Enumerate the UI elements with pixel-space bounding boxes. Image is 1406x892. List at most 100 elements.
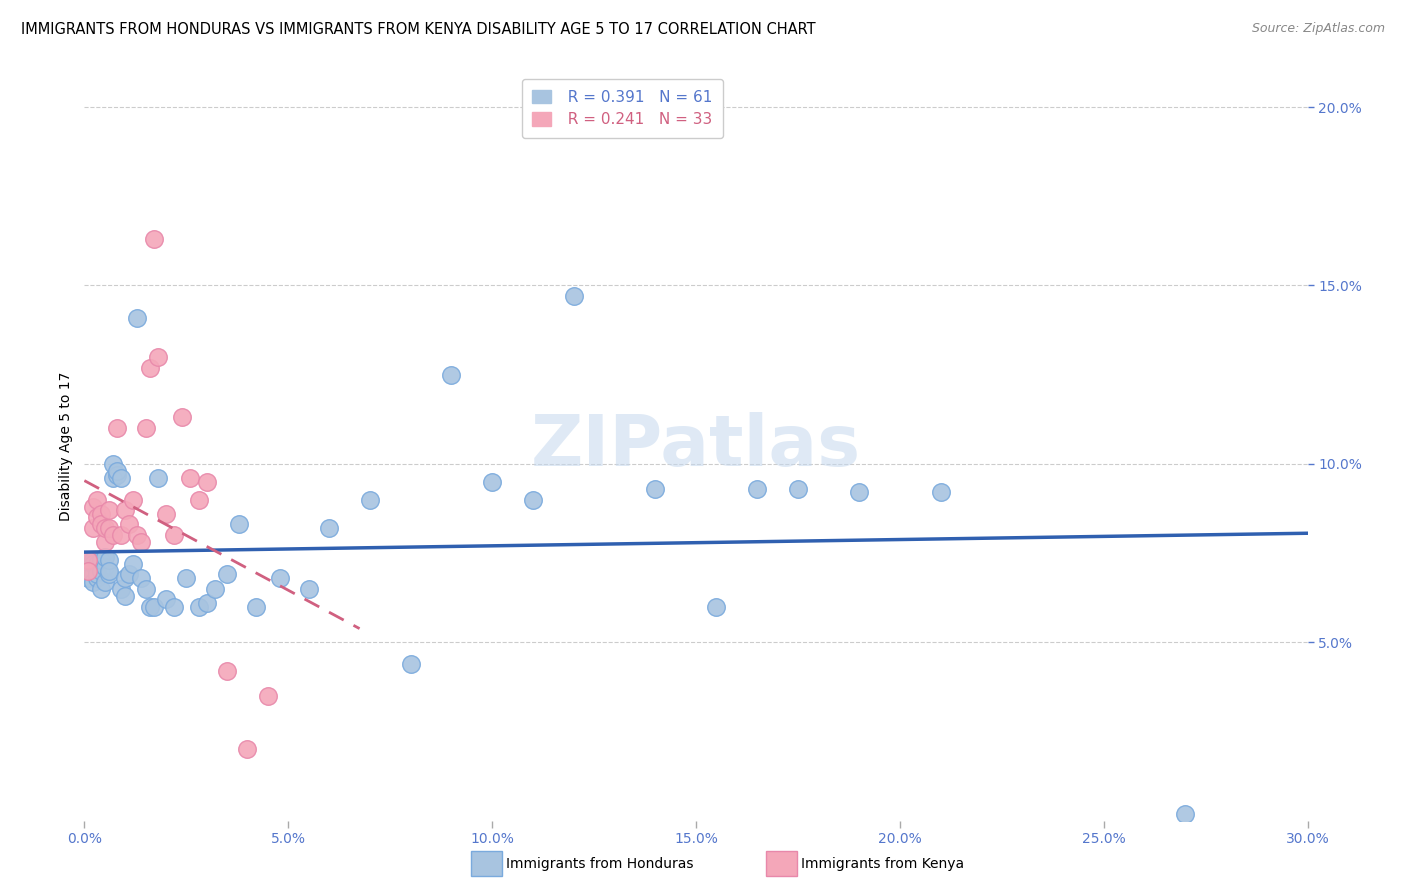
Point: [101, 457, 124, 471]
Point: [245, 599, 267, 614]
Point: [93, 535, 115, 549]
Point: [929, 485, 952, 500]
Point: [146, 471, 169, 485]
Point: [174, 571, 197, 585]
Point: [86, 567, 108, 582]
Point: [97, 521, 120, 535]
Point: [399, 657, 422, 671]
Point: [163, 528, 186, 542]
Point: [101, 471, 124, 485]
Point: [90, 553, 112, 567]
Point: [86, 557, 108, 571]
Point: [86, 492, 108, 507]
Point: [97, 503, 120, 517]
Point: [135, 421, 157, 435]
Point: [114, 589, 136, 603]
Text: IMMIGRANTS FROM HONDURAS VS IMMIGRANTS FROM KENYA DISABILITY AGE 5 TO 17 CORRELA: IMMIGRANTS FROM HONDURAS VS IMMIGRANTS F…: [21, 22, 815, 37]
Point: [114, 503, 136, 517]
Point: [298, 582, 321, 596]
Point: [86, 571, 108, 585]
Point: [93, 560, 115, 574]
Point: [138, 599, 160, 614]
Point: [187, 599, 209, 614]
Point: [110, 528, 132, 542]
Point: [77, 553, 100, 567]
Point: [93, 574, 115, 589]
Point: [101, 528, 124, 542]
Point: [127, 310, 149, 325]
Point: [82, 574, 104, 589]
Point: [644, 482, 666, 496]
Point: [90, 517, 112, 532]
Point: [142, 599, 165, 614]
Text: Immigrants from Honduras: Immigrants from Honduras: [506, 857, 693, 871]
Point: [236, 742, 259, 756]
Text: ZIPatlas: ZIPatlas: [531, 411, 860, 481]
Point: [93, 521, 115, 535]
Point: [86, 564, 108, 578]
Legend:   R = 0.391   N = 61,   R = 0.241   N = 33: R = 0.391 N = 61, R = 0.241 N = 33: [522, 79, 724, 138]
Point: [217, 664, 239, 678]
Point: [105, 467, 128, 482]
Point: [77, 553, 100, 567]
Point: [138, 360, 160, 375]
Point: [163, 599, 186, 614]
Point: [110, 471, 132, 485]
Point: [187, 492, 209, 507]
Point: [93, 549, 115, 564]
Point: [269, 571, 291, 585]
Point: [118, 517, 141, 532]
Point: [562, 289, 585, 303]
Text: Source: ZipAtlas.com: Source: ZipAtlas.com: [1251, 22, 1385, 36]
Point: [77, 564, 100, 578]
Point: [90, 564, 112, 578]
Point: [135, 582, 157, 596]
Point: [787, 482, 810, 496]
Point: [86, 510, 108, 524]
Point: [82, 557, 104, 571]
Point: [706, 599, 728, 614]
Point: [1174, 806, 1197, 821]
Point: [122, 557, 145, 571]
Point: [195, 596, 218, 610]
Point: [142, 232, 165, 246]
Point: [82, 521, 104, 535]
Point: [440, 368, 463, 382]
Point: [97, 567, 120, 582]
Point: [195, 475, 218, 489]
Point: [77, 564, 100, 578]
Point: [172, 410, 194, 425]
Text: Immigrants from Kenya: Immigrants from Kenya: [801, 857, 965, 871]
Point: [155, 507, 177, 521]
Point: [179, 471, 201, 485]
Point: [217, 567, 239, 582]
Point: [318, 521, 340, 535]
Point: [114, 571, 136, 585]
Point: [122, 492, 145, 507]
Point: [105, 464, 128, 478]
Point: [146, 350, 169, 364]
Point: [82, 567, 104, 582]
Point: [131, 571, 153, 585]
Point: [359, 492, 381, 507]
Point: [228, 517, 250, 532]
Point: [105, 421, 128, 435]
Y-axis label: Disability Age 5 to 17: Disability Age 5 to 17: [59, 371, 73, 521]
Point: [522, 492, 544, 507]
Point: [257, 689, 280, 703]
Point: [481, 475, 503, 489]
Point: [82, 500, 104, 514]
Point: [747, 482, 769, 496]
Point: [97, 564, 120, 578]
Point: [127, 528, 149, 542]
Point: [155, 592, 177, 607]
Point: [90, 507, 112, 521]
Point: [82, 553, 104, 567]
Point: [204, 582, 226, 596]
Point: [848, 485, 870, 500]
Point: [110, 582, 132, 596]
Point: [131, 535, 153, 549]
Point: [97, 553, 120, 567]
Point: [77, 571, 100, 585]
Point: [90, 582, 112, 596]
